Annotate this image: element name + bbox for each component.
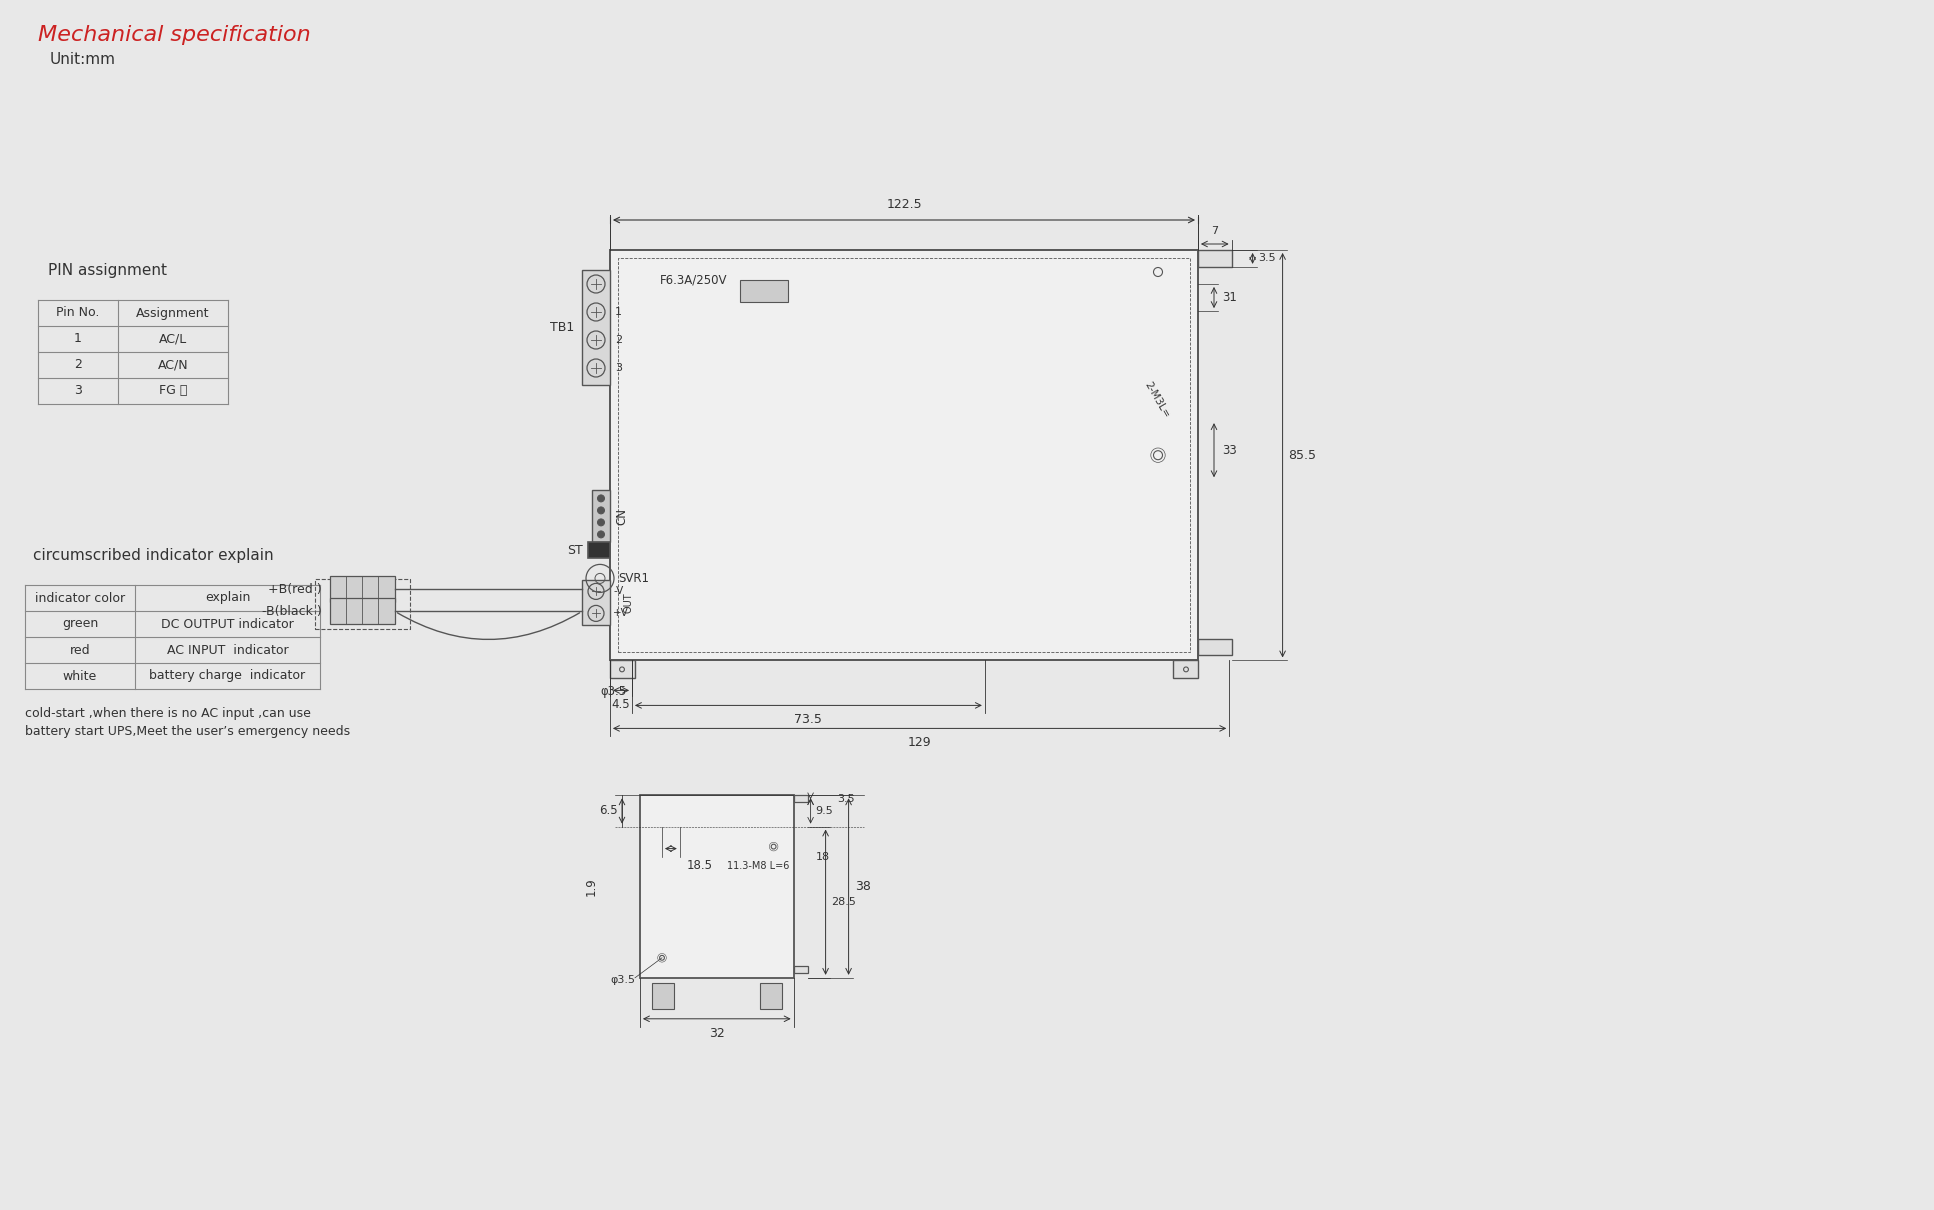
Text: TB1: TB1 (549, 321, 574, 334)
Bar (741, 280, 787, 302)
Text: green: green (62, 617, 99, 630)
Text: 28.5: 28.5 (832, 897, 857, 908)
Text: 33: 33 (1222, 444, 1236, 456)
Text: 1: 1 (73, 333, 81, 346)
Text: OUT: OUT (623, 592, 632, 612)
Text: AC/L: AC/L (159, 333, 188, 346)
Text: +B(red ): +B(red ) (269, 583, 321, 595)
Bar (588, 542, 609, 558)
Text: 129: 129 (907, 737, 932, 749)
Circle shape (598, 531, 605, 538)
Text: 73.5: 73.5 (795, 714, 822, 726)
Bar (652, 983, 675, 1009)
Text: 3: 3 (73, 385, 81, 398)
Text: 38: 38 (855, 880, 870, 893)
Text: AC/N: AC/N (159, 358, 188, 371)
Text: 122.5: 122.5 (886, 198, 923, 211)
Text: FG ⨧: FG ⨧ (159, 385, 188, 398)
Bar (592, 490, 609, 542)
Text: -B(black ): -B(black ) (263, 605, 321, 618)
Text: Assignment: Assignment (135, 306, 209, 319)
Text: 1: 1 (615, 307, 623, 317)
Text: F6.3A/250V: F6.3A/250V (659, 273, 727, 287)
Text: ST: ST (567, 544, 582, 557)
Text: 2: 2 (615, 335, 623, 345)
Bar (331, 576, 395, 603)
Text: φ3.5: φ3.5 (600, 685, 627, 698)
Text: circumscribed indicator explain: circumscribed indicator explain (33, 548, 273, 563)
Text: AC INPUT  indicator: AC INPUT indicator (166, 644, 288, 657)
Bar (793, 966, 808, 973)
Text: 85.5: 85.5 (1288, 449, 1317, 462)
Text: 3.5: 3.5 (1259, 253, 1276, 264)
Text: explain: explain (205, 592, 249, 605)
Bar (793, 795, 808, 802)
Bar (582, 581, 609, 626)
Bar (1197, 639, 1232, 656)
Text: 31: 31 (1222, 292, 1238, 304)
Bar (331, 599, 395, 624)
Text: 1.9: 1.9 (584, 877, 598, 895)
Text: red: red (70, 644, 91, 657)
Circle shape (598, 495, 605, 502)
Text: PIN assignment: PIN assignment (48, 263, 166, 278)
Text: 11.3-M8 L=6: 11.3-M8 L=6 (727, 860, 789, 871)
Text: 6.5: 6.5 (600, 805, 619, 818)
Text: 18.5: 18.5 (687, 859, 714, 871)
Bar (609, 250, 1197, 661)
Text: SVR1: SVR1 (619, 572, 650, 584)
Text: 9.5: 9.5 (816, 806, 834, 816)
Text: 18: 18 (816, 852, 830, 862)
Text: 2-M3L=: 2-M3L= (1143, 380, 1172, 420)
Bar (640, 795, 793, 978)
Bar (1174, 661, 1197, 679)
Bar (1197, 250, 1232, 266)
Text: DC OUTPUT indicator: DC OUTPUT indicator (161, 617, 294, 630)
Circle shape (598, 507, 605, 514)
Text: 2: 2 (73, 358, 81, 371)
Text: white: white (64, 669, 97, 682)
Text: Unit:mm: Unit:mm (50, 52, 116, 67)
Text: 4.5: 4.5 (611, 698, 630, 711)
Text: φ3.5: φ3.5 (609, 975, 634, 985)
Text: 7: 7 (1211, 226, 1218, 236)
Text: indicator color: indicator color (35, 592, 126, 605)
Bar (582, 270, 609, 385)
Text: Mechanical specification: Mechanical specification (39, 25, 311, 45)
Bar (619, 258, 1189, 652)
Text: cold-start ,when there is no AC input ,can use
battery start UPS,Meet the user’s: cold-start ,when there is no AC input ,c… (25, 707, 350, 738)
Text: +V: +V (613, 609, 629, 618)
Text: 3: 3 (615, 363, 623, 373)
Bar (760, 983, 781, 1009)
Bar (315, 580, 410, 629)
Text: 32: 32 (710, 1027, 725, 1039)
Circle shape (598, 519, 605, 526)
Bar (609, 661, 634, 679)
Text: 3.5: 3.5 (837, 794, 855, 803)
Text: -V: -V (613, 587, 623, 597)
Text: CN: CN (615, 508, 629, 525)
Text: battery charge  indicator: battery charge indicator (149, 669, 306, 682)
Text: Pin No.: Pin No. (56, 306, 101, 319)
